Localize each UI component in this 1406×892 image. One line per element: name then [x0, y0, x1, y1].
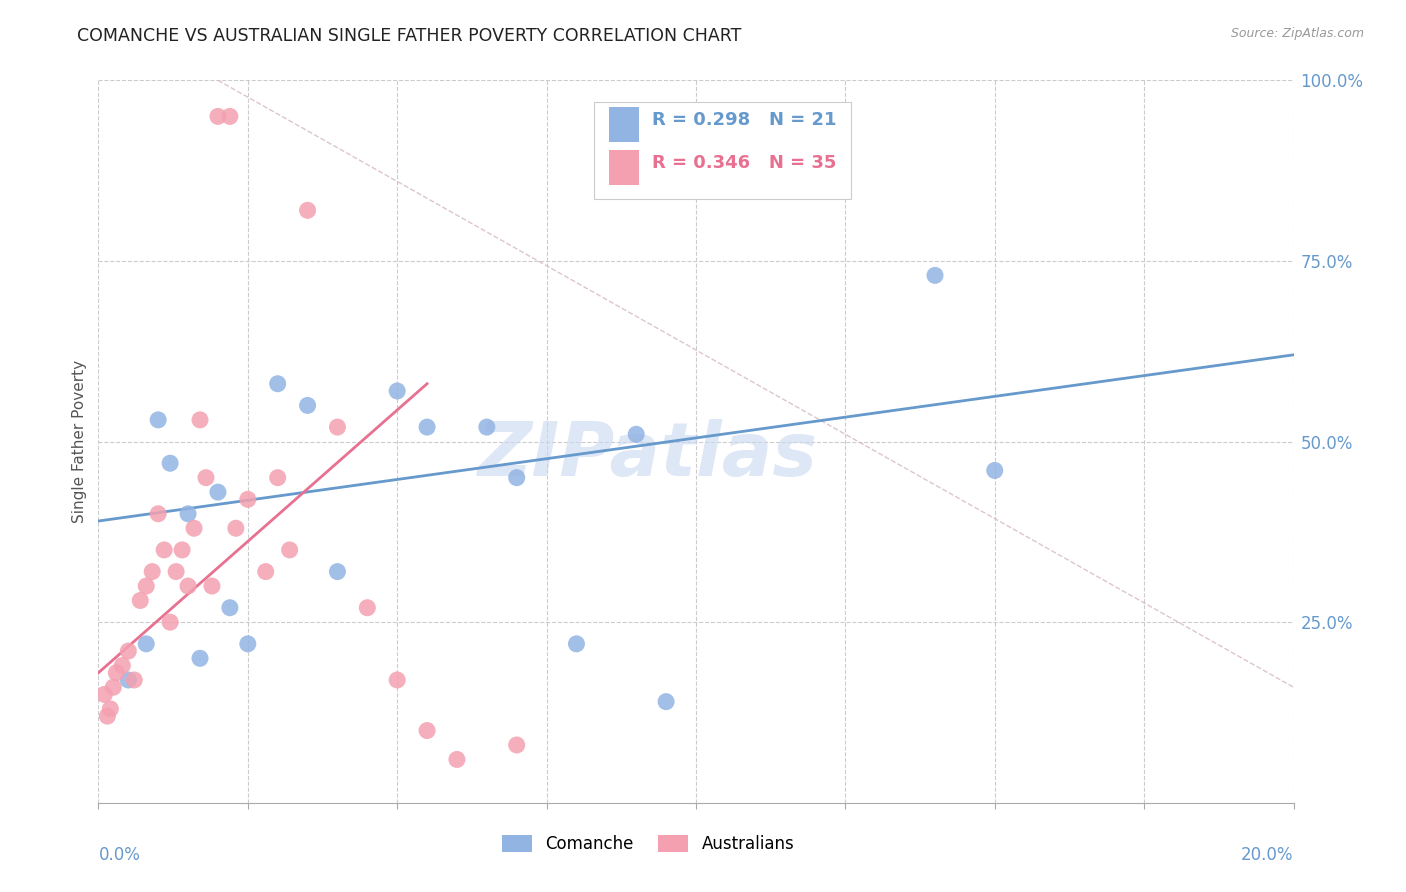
Point [188, 651, 211, 665]
Point [195, 471, 218, 485]
Bar [609, 151, 638, 185]
Point [177, 507, 200, 521]
Point [506, 738, 529, 752]
Point [506, 471, 529, 485]
Point [416, 420, 439, 434]
Text: 0.0%: 0.0% [98, 847, 141, 864]
Point [117, 673, 139, 687]
Point [236, 492, 259, 507]
Point [188, 413, 211, 427]
Point [254, 565, 277, 579]
Point [129, 593, 152, 607]
Point [153, 542, 176, 557]
Point [446, 752, 468, 766]
Point [225, 521, 247, 535]
Point [219, 109, 242, 123]
Point [201, 579, 224, 593]
Point [207, 109, 229, 123]
Point [103, 680, 125, 694]
Point [148, 413, 170, 427]
Point [159, 456, 181, 470]
Point [326, 565, 349, 579]
Point [385, 384, 409, 398]
Point [148, 507, 170, 521]
Point [278, 542, 301, 557]
Point [356, 600, 378, 615]
Point [117, 644, 139, 658]
Point [984, 463, 1007, 477]
Point [267, 471, 290, 485]
Point [172, 542, 194, 557]
Point [416, 723, 439, 738]
Point [924, 268, 946, 283]
Point [183, 521, 205, 535]
Text: ZIPatlas: ZIPatlas [478, 419, 818, 492]
Point [96, 709, 118, 723]
Point [124, 673, 146, 687]
Point [655, 695, 678, 709]
Point [135, 579, 157, 593]
Point [165, 565, 187, 579]
Point [267, 376, 290, 391]
Text: Source: ZipAtlas.com: Source: ZipAtlas.com [1230, 27, 1364, 40]
Point [105, 665, 128, 680]
Point [297, 398, 319, 412]
Point [565, 637, 588, 651]
Point [326, 420, 349, 434]
Y-axis label: Single Father Poverty: Single Father Poverty [72, 360, 87, 523]
Point [626, 427, 648, 442]
Point [207, 485, 229, 500]
Point [141, 565, 163, 579]
Bar [609, 107, 638, 142]
Point [219, 600, 242, 615]
Point [98, 702, 122, 716]
Point [177, 579, 200, 593]
Text: R = 0.346   N = 35: R = 0.346 N = 35 [652, 154, 837, 172]
Point [385, 673, 409, 687]
Legend: Comanche, Australians: Comanche, Australians [495, 828, 801, 860]
Text: COMANCHE VS AUSTRALIAN SINGLE FATHER POVERTY CORRELATION CHART: COMANCHE VS AUSTRALIAN SINGLE FATHER POV… [77, 27, 742, 45]
Point [475, 420, 498, 434]
Point [236, 637, 259, 651]
Point [135, 637, 157, 651]
Point [93, 687, 115, 701]
Point [111, 658, 134, 673]
Text: 20.0%: 20.0% [1241, 847, 1294, 864]
Text: R = 0.298   N = 21: R = 0.298 N = 21 [652, 111, 837, 129]
Point [159, 615, 181, 630]
FancyBboxPatch shape [595, 102, 852, 200]
Point [297, 203, 319, 218]
